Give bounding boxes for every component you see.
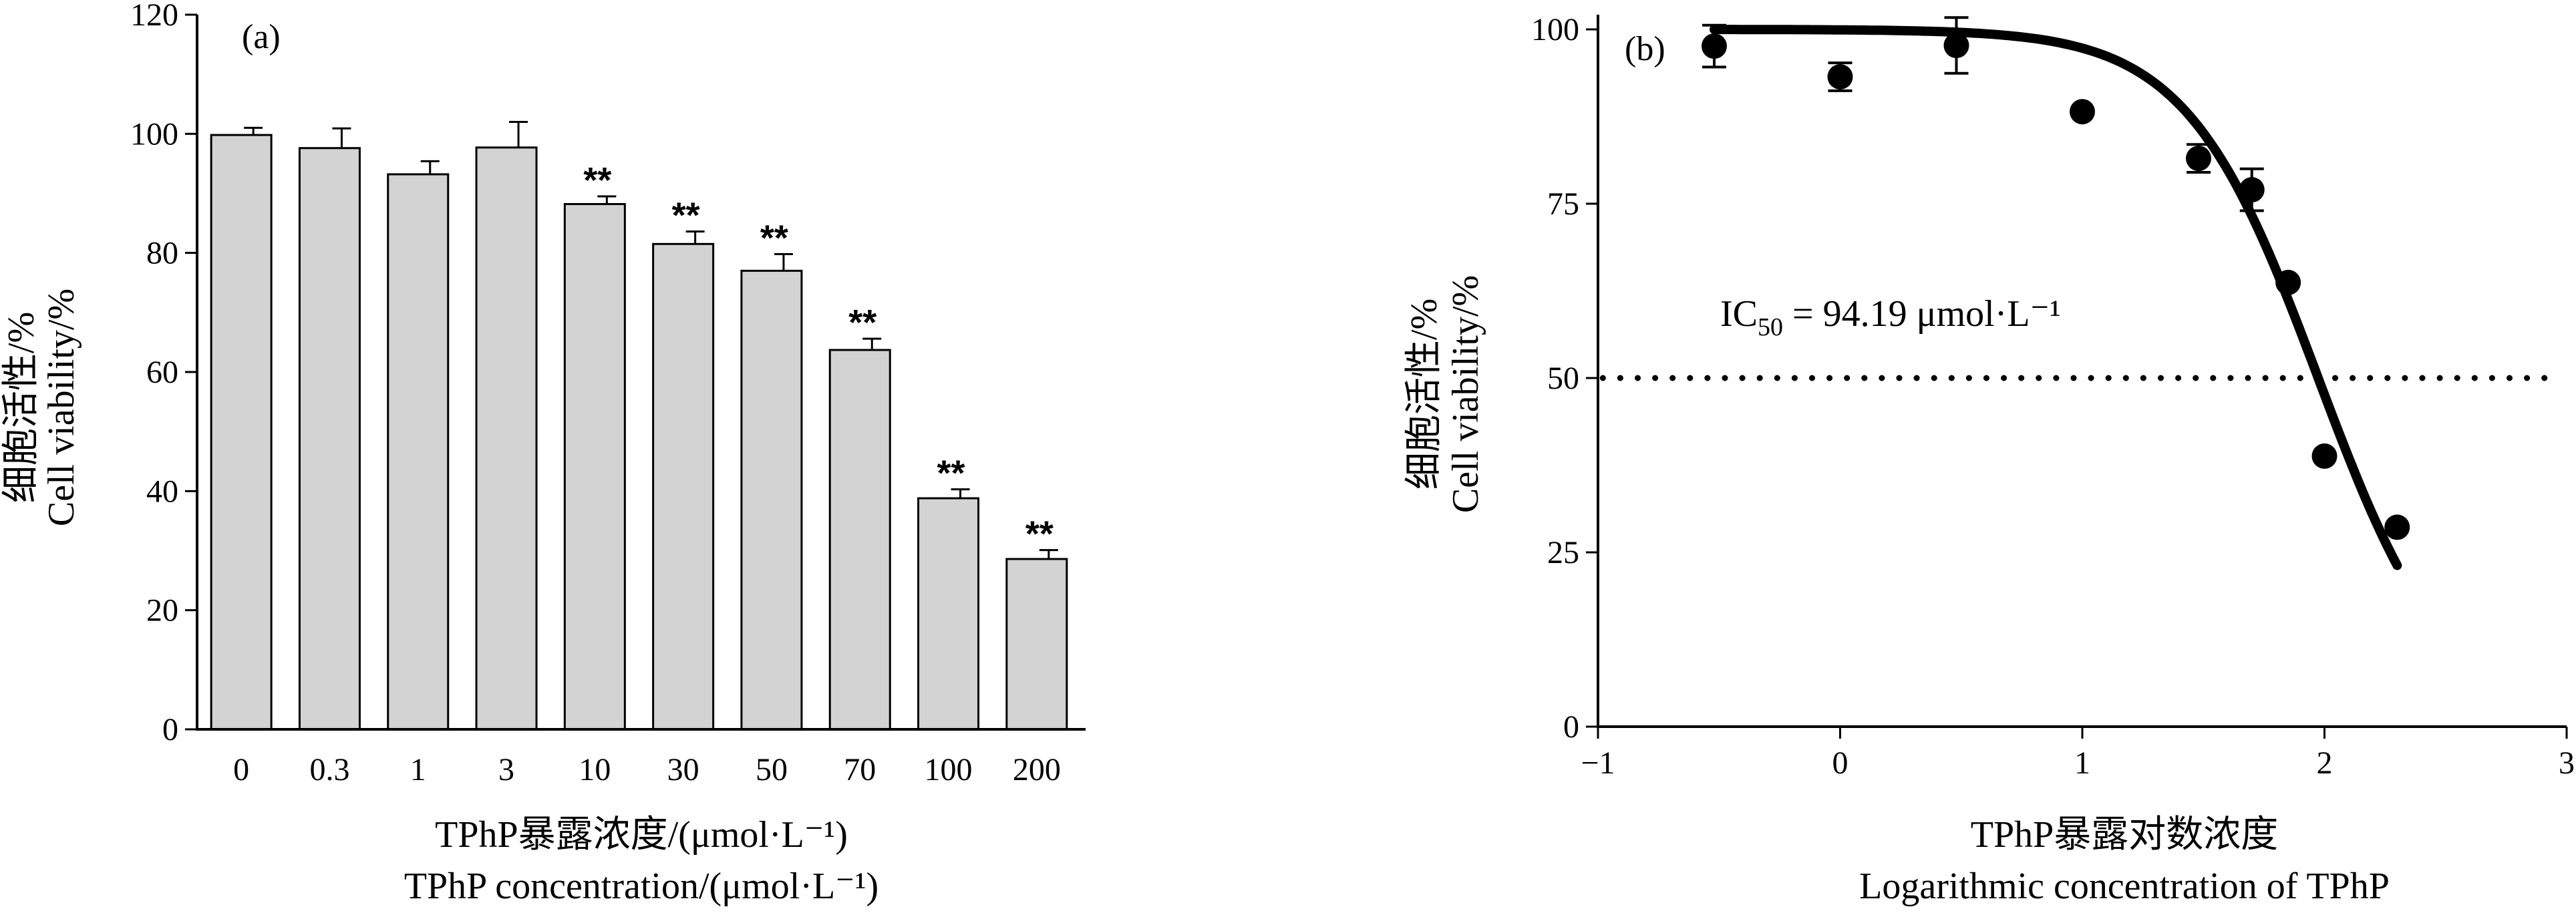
bar	[210, 134, 273, 731]
x-tick-label: 200	[1013, 752, 1061, 787]
panel-a-ylabel-en: Cell viability/%	[41, 289, 82, 526]
data-point	[2384, 514, 2410, 540]
significance-marker: **	[937, 453, 965, 494]
panel-a-bars	[210, 134, 1068, 731]
y-tick-label: 60	[146, 355, 178, 390]
panel-b-ic50-annotation: IC50 = 94.19 μmol·L⁻¹	[1720, 293, 2061, 341]
bar	[298, 147, 361, 731]
ic50-rest: = 94.19 μmol·L⁻¹	[1783, 293, 2061, 335]
significance-marker: **	[583, 160, 611, 200]
x-tick-label: 3	[498, 752, 514, 787]
x-tick-label: 1	[2074, 745, 2090, 781]
panel-a-x-ticks: 0 0.3 1 3 10 30 50 70 100 200	[233, 752, 1061, 787]
bar	[740, 269, 803, 731]
data-point	[1702, 33, 1727, 59]
data-point	[1827, 63, 1853, 89]
y-tick-label: 0	[162, 712, 178, 747]
panel-a-xlabel-en: TPhP concentration/(μmol·L⁻¹)	[404, 866, 878, 907]
y-tick-label: 0	[1563, 709, 1579, 745]
panel-b-x-ticks: −1 0 1 2 3	[1581, 727, 2575, 781]
y-tick-label: 25	[1547, 535, 1579, 570]
panel-b-ylabel-cn: 细胞活性/%	[1404, 299, 1445, 490]
x-tick-label: 0	[1832, 745, 1848, 781]
data-point	[2311, 443, 2338, 469]
y-tick-label: 120	[130, 0, 178, 33]
panel-b-xlabel-en: Logarithmic concentration of TPhP	[1859, 866, 2390, 907]
bar	[387, 173, 450, 731]
x-tick-label: 0	[233, 752, 249, 787]
panel-b-xlabel-cn: TPhP暴露对数浓度	[1971, 814, 2279, 856]
panel-a-ylabel-cn: 细胞活性/%	[1, 312, 42, 503]
x-tick-label: 70	[844, 752, 876, 787]
x-tick-label: 10	[579, 752, 611, 787]
x-tick-label: 0.3	[309, 752, 349, 787]
data-point	[2239, 177, 2265, 203]
y-tick-label: 100	[130, 116, 178, 152]
x-tick-label: 1	[410, 752, 426, 787]
panel-b-y-ticks: 0 25 50 75 100	[1531, 12, 1598, 745]
y-tick-label: 20	[146, 593, 178, 628]
ic50-sub: 50	[1758, 313, 1783, 341]
panel-a-error-bars	[244, 121, 1058, 559]
x-tick-label: 2	[2317, 745, 2333, 781]
significance-marker: **	[672, 196, 700, 236]
x-tick-label: −1	[1581, 745, 1615, 781]
bar	[475, 146, 538, 731]
panel-a-xlabel-cn: TPhP暴露浓度/(μmol·L⁻¹)	[435, 814, 848, 856]
y-tick-label: 100	[1531, 12, 1579, 47]
panel-b-error-bars	[1702, 16, 2264, 212]
data-point	[1943, 33, 1969, 59]
significance-marker: **	[848, 303, 876, 343]
x-tick-label: 50	[756, 752, 788, 787]
panel-b-points	[1702, 33, 2410, 540]
bar	[828, 349, 891, 731]
panel-b-label: (b)	[1625, 30, 1665, 68]
panel-b-ylabel-en: Cell viability/%	[1445, 275, 1486, 513]
bar	[563, 203, 626, 731]
panel-a: (a) ** ** ** ** ** ** 0 20 40 60 80 100 120 0 0.3 1 3 1…	[1, 0, 1086, 907]
data-point	[2275, 269, 2301, 295]
y-tick-label: 40	[146, 474, 178, 509]
data-point	[2186, 146, 2211, 172]
bar	[652, 242, 715, 731]
significance-marker: **	[760, 218, 788, 258]
y-tick-label: 50	[1547, 361, 1579, 396]
ic50-main: IC	[1720, 293, 1758, 335]
x-tick-label: 30	[667, 752, 699, 787]
x-tick-label: 3	[2559, 745, 2575, 781]
bar	[917, 497, 980, 731]
bar	[1005, 558, 1068, 731]
panel-a-label: (a)	[242, 18, 281, 56]
y-tick-label: 75	[1547, 186, 1579, 222]
y-tick-label: 80	[146, 236, 178, 271]
data-point	[2070, 99, 2095, 125]
panel-a-y-ticks: 0 20 40 60 80 100 120	[130, 0, 197, 747]
x-tick-label: 100	[925, 752, 973, 787]
panel-a-significance: ** ** ** ** ** **	[583, 160, 1054, 554]
significance-marker: **	[1025, 514, 1054, 554]
